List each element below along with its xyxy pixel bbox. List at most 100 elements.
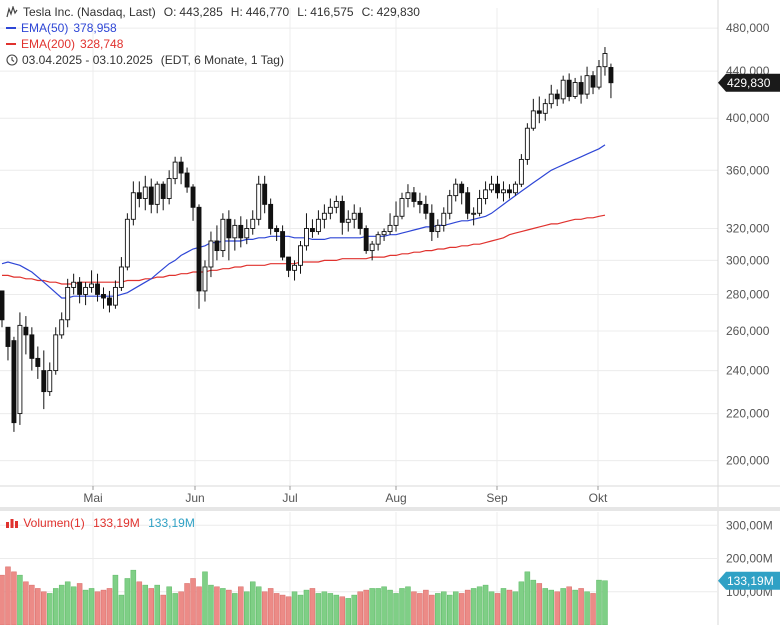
candle (489, 175, 494, 193)
value-badges: 429,830 133,19M (718, 73, 780, 590)
candle (65, 278, 71, 328)
volume-bar (494, 593, 501, 625)
candle (83, 282, 89, 306)
candle-body (536, 110, 542, 114)
candle-body (608, 67, 614, 84)
volume-bar (249, 581, 256, 625)
volume-bar (47, 593, 53, 625)
candle-body (53, 334, 59, 372)
volume-bar (464, 589, 471, 625)
candle-body (489, 183, 494, 191)
candle (136, 181, 142, 208)
clock-icon (6, 54, 18, 66)
candle (298, 240, 303, 274)
candle-body (590, 75, 596, 88)
price-tick-label: 320,000 (726, 221, 770, 235)
candle (429, 204, 435, 241)
candle (89, 270, 95, 293)
candle (154, 181, 160, 214)
candle-body (41, 370, 47, 393)
volume-bar (596, 579, 602, 625)
volume-bar (82, 589, 89, 625)
candle (393, 201, 399, 232)
time-axis: Mai Jun Jul Aug Sep Okt (83, 486, 608, 505)
volume-bar (530, 579, 537, 625)
candle-body (327, 206, 333, 214)
candle (53, 327, 59, 375)
candle (405, 184, 411, 208)
candle-body (226, 218, 232, 239)
candle (214, 225, 220, 261)
ema200-label: EMA(200) (21, 37, 76, 51)
volume-bar (548, 589, 554, 625)
candle (184, 167, 190, 193)
candle-body (11, 340, 17, 424)
volume-bar (285, 596, 292, 625)
volume-bar (244, 591, 250, 625)
volume-bar (166, 586, 172, 625)
candle (495, 175, 500, 199)
volume-bar (327, 593, 334, 625)
candle (369, 240, 375, 261)
last-volume-badge (718, 571, 780, 590)
volume-bar (184, 583, 190, 625)
candle (130, 181, 136, 226)
candle (518, 154, 524, 188)
candle (471, 207, 477, 226)
volume-bar (375, 588, 381, 625)
price-tick-label: 240,000 (726, 364, 770, 378)
time-tick-label: Jul (282, 491, 297, 505)
volume-bar (100, 589, 107, 625)
volume-bar (64, 581, 71, 625)
candle (71, 273, 77, 295)
ema200-swatch (6, 43, 16, 45)
candle-body (208, 240, 214, 268)
candle (107, 290, 112, 313)
chart-type-icon[interactable] (6, 6, 18, 18)
candle (572, 77, 578, 99)
candle-body (124, 218, 130, 268)
candle-body (130, 192, 136, 220)
candle (250, 210, 256, 235)
candle-body (453, 183, 459, 197)
last-price-badge (718, 73, 780, 92)
volume-bar (351, 594, 357, 625)
last-volume-value: 133,19M (727, 574, 774, 588)
candle (190, 184, 196, 221)
volume-bar (393, 593, 399, 625)
candle-body (321, 212, 327, 220)
price-tick-label: 260,000 (726, 324, 770, 338)
volume-bar (560, 588, 566, 625)
candle-body (429, 212, 435, 233)
ohlc-low-label: L: (297, 5, 308, 19)
candle-body (542, 103, 548, 114)
candle-body (363, 228, 369, 252)
candle-body (196, 206, 202, 292)
volume-bar (41, 591, 47, 625)
ema50-legend[interactable]: EMA(50) 378,958 (6, 20, 420, 36)
candle (47, 362, 53, 396)
volume-bar (602, 580, 608, 625)
candle (399, 192, 405, 220)
volume-bar (118, 594, 125, 625)
candle (375, 231, 381, 251)
candle (309, 219, 315, 238)
volume-bar (154, 584, 160, 625)
volume-bar (470, 588, 477, 625)
ema200-legend[interactable]: EMA(200) 328,748 (6, 36, 420, 52)
ohlc-open-value: 443,285 (179, 5, 223, 19)
candle (226, 210, 232, 261)
candle (536, 96, 542, 124)
chart-legend: Tesla Inc. (Nasdaq, Last) O: 443,285 H: … (6, 4, 420, 68)
volume-bar (500, 588, 507, 625)
candle (453, 178, 459, 202)
ohlc-open-label: O: (163, 5, 177, 19)
candle-body (339, 200, 345, 223)
instrument-row: Tesla Inc. (Nasdaq, Last) O: 443,285 H: … (6, 4, 420, 20)
volume-bar (130, 569, 137, 625)
candle-body (602, 53, 608, 68)
candle (584, 66, 590, 99)
volume-tick-label: 200,00M (726, 552, 773, 566)
candle-body (250, 218, 256, 229)
